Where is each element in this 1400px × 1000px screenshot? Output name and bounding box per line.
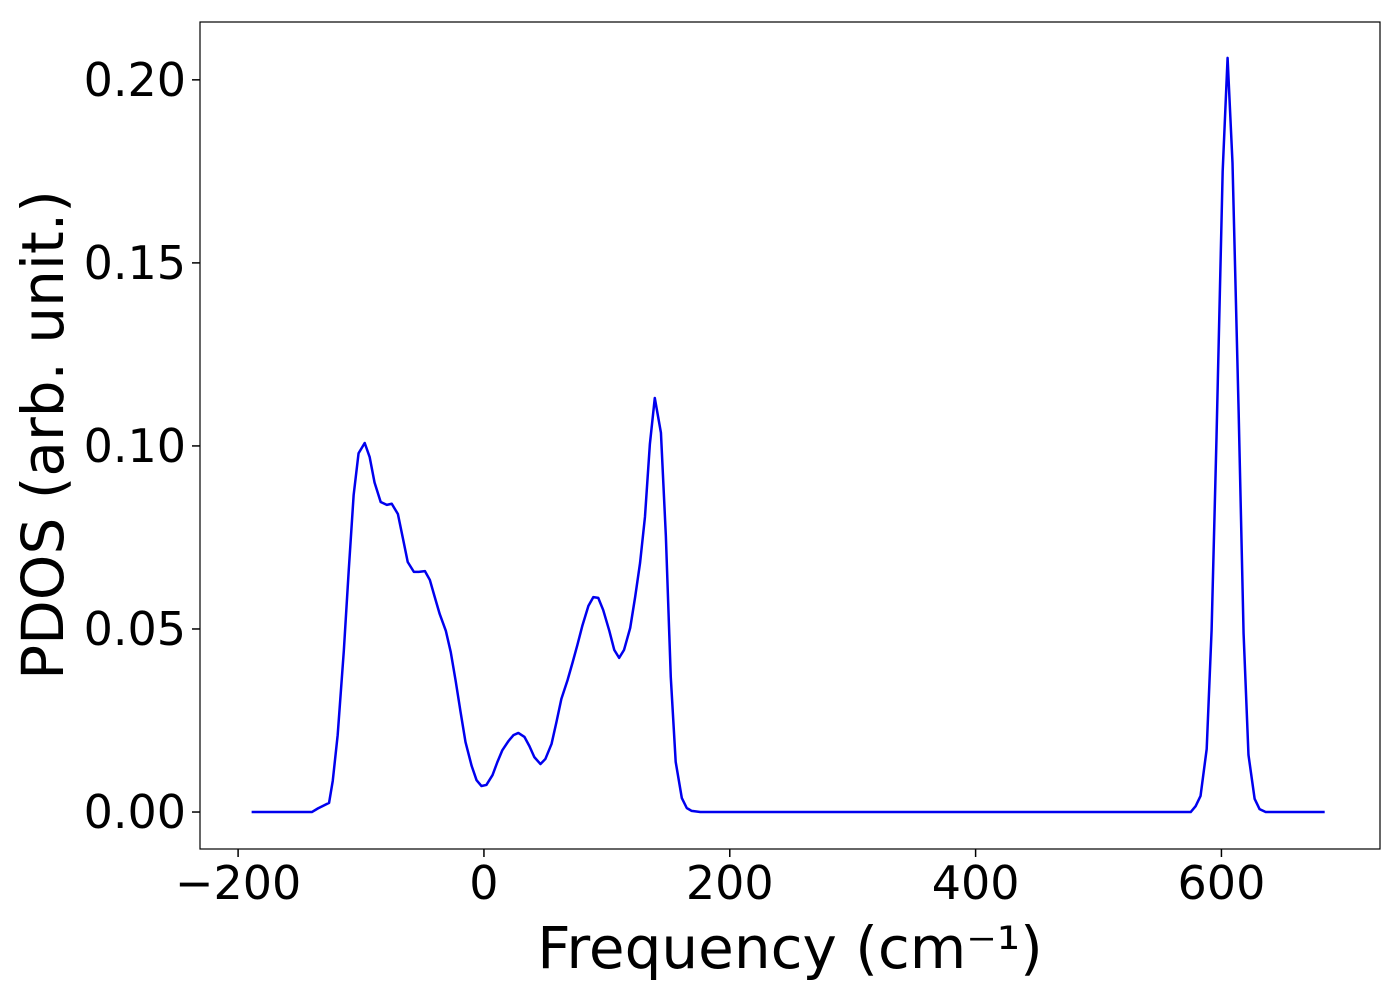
x-tick-label: 0 bbox=[469, 856, 498, 910]
y-tick-label: 0.15 bbox=[84, 236, 186, 290]
x-tick-label: 600 bbox=[1178, 856, 1266, 910]
data-line bbox=[251, 56, 1325, 814]
x-tick-label: 200 bbox=[686, 856, 774, 910]
plot-frame bbox=[199, 21, 1381, 850]
y-axis-label: PDOS (arb. unit.) bbox=[9, 190, 77, 680]
y-tick-label: 0.10 bbox=[84, 419, 186, 473]
x-axis-label: Frequency (cm⁻¹) bbox=[537, 914, 1043, 982]
x-tick-label: −200 bbox=[175, 856, 301, 910]
y-tick-label: 0.05 bbox=[84, 602, 186, 656]
x-tick-label: 400 bbox=[932, 856, 1020, 910]
y-tick-label: 0.00 bbox=[84, 785, 186, 839]
y-tick-label: 0.20 bbox=[84, 53, 186, 107]
